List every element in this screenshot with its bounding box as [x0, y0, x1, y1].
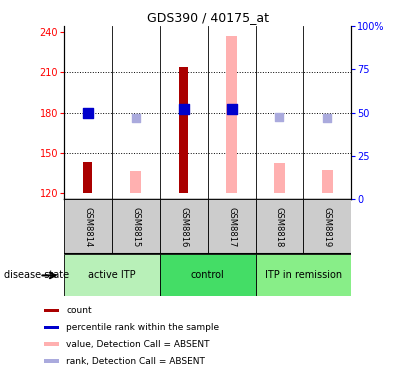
Bar [256, 254, 351, 296]
Text: disease state: disease state [4, 270, 69, 280]
Text: GSM8817: GSM8817 [227, 207, 236, 247]
Bar [112, 199, 159, 254]
Bar [226, 36, 237, 193]
Text: rank, Detection Call = ABSENT: rank, Detection Call = ABSENT [66, 357, 205, 366]
Text: control: control [191, 270, 224, 280]
Point [84, 110, 91, 116]
Point [228, 106, 235, 112]
Bar [303, 199, 351, 254]
Bar [64, 199, 112, 254]
Text: count: count [66, 306, 92, 315]
Point [324, 115, 331, 121]
Bar [159, 199, 208, 254]
Text: ITP in remission: ITP in remission [265, 270, 342, 280]
Bar [44, 359, 59, 363]
Bar [322, 170, 333, 193]
Text: active ITP: active ITP [88, 270, 136, 280]
Title: GDS390 / 40175_at: GDS390 / 40175_at [147, 11, 268, 25]
Bar [256, 199, 303, 254]
Text: GSM8815: GSM8815 [131, 207, 140, 247]
Bar [130, 171, 141, 193]
Bar [179, 67, 188, 193]
Text: value, Detection Call = ABSENT: value, Detection Call = ABSENT [66, 340, 210, 349]
Bar [159, 254, 256, 296]
Bar [83, 162, 92, 193]
Bar [274, 163, 285, 193]
Text: GSM8819: GSM8819 [323, 207, 332, 247]
Text: GSM8816: GSM8816 [179, 207, 188, 247]
Bar [44, 343, 59, 346]
Text: GSM8814: GSM8814 [83, 207, 92, 247]
Point [276, 113, 283, 119]
Bar [44, 325, 59, 329]
Bar [64, 254, 159, 296]
Text: GSM8818: GSM8818 [275, 207, 284, 247]
Point [132, 115, 139, 121]
Text: percentile rank within the sample: percentile rank within the sample [66, 323, 219, 332]
Bar [208, 199, 256, 254]
Bar [44, 309, 59, 312]
Point [180, 106, 187, 112]
